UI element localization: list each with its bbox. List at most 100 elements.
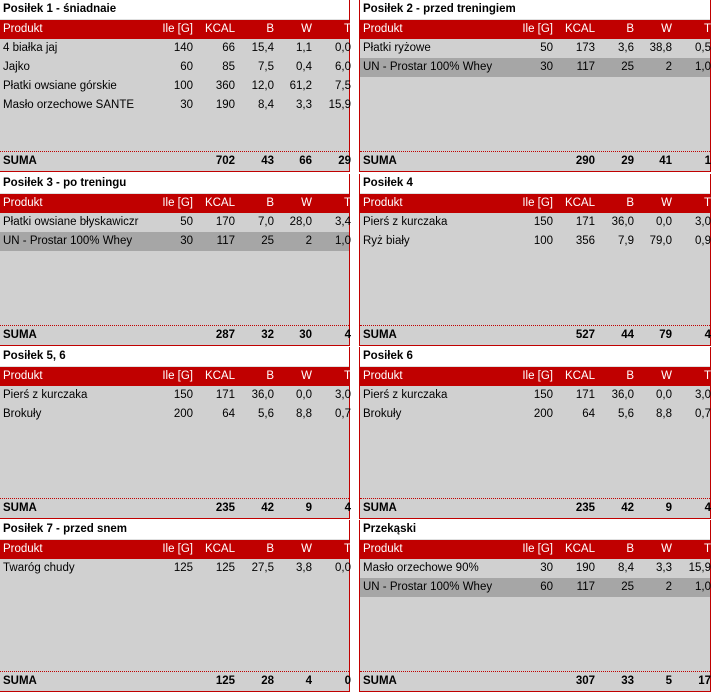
sum-kcal[interactable]: 290	[575, 155, 595, 167]
t-cell[interactable]: 15,9	[688, 562, 711, 574]
t-cell[interactable]: 6,0	[335, 61, 351, 73]
kcal-cell[interactable]: 170	[215, 216, 235, 228]
sum-ile-cell[interactable]	[517, 326, 553, 345]
sum-t[interactable]: 29	[338, 155, 351, 167]
b-cell[interactable]: 36,0	[251, 389, 274, 401]
table-row[interactable]: Brokuły 200 64 5,6 8,8 0,7	[360, 405, 711, 424]
header-kcal[interactable]: KCAL	[204, 197, 235, 209]
sum-t[interactable]: 4	[704, 329, 711, 341]
b-cell[interactable]: 15,4	[251, 42, 274, 54]
sum-b[interactable]: 42	[261, 502, 274, 514]
header-w[interactable]: W	[301, 197, 312, 209]
header-w[interactable]: W	[661, 370, 672, 382]
sum-kcal[interactable]: 307	[575, 675, 595, 687]
sum-b[interactable]: 42	[621, 502, 634, 514]
header-ile[interactable]: Ile [G]	[522, 543, 553, 555]
product-name[interactable]: UN - Prostar 100% Whey	[363, 581, 493, 593]
sum-w[interactable]: 30	[299, 329, 312, 341]
header-product[interactable]: Produkt	[363, 23, 403, 35]
w-cell[interactable]: 3,3	[296, 99, 312, 111]
meal-title[interactable]: Posiłek 1 - śniadnaie	[0, 0, 349, 20]
ile-cell[interactable]: 125	[173, 562, 193, 574]
ile-cell[interactable]: 150	[173, 389, 193, 401]
w-cell[interactable]: 2	[665, 61, 672, 73]
header-kcal[interactable]: KCAL	[204, 23, 235, 35]
product-name[interactable]: Płatki owsiane błyskawiczr	[3, 216, 139, 228]
header-t[interactable]: T	[703, 23, 711, 35]
b-cell[interactable]: 8,4	[258, 99, 274, 111]
w-cell[interactable]: 3,8	[296, 562, 312, 574]
t-cell[interactable]: 1,0	[695, 581, 711, 593]
sum-ile-cell[interactable]	[157, 326, 193, 345]
kcal-cell[interactable]: 173	[575, 42, 595, 54]
b-cell[interactable]: 36,0	[611, 389, 634, 401]
table-row[interactable]: Jajko 60 85 7,5 0,4 6,0	[0, 58, 351, 77]
product-name[interactable]: Twaróg chudy	[3, 562, 75, 574]
product-name[interactable]: Jajko	[3, 61, 30, 73]
sum-w[interactable]: 4	[305, 675, 312, 687]
header-b[interactable]: B	[626, 370, 634, 382]
t-cell[interactable]: 3,0	[695, 216, 711, 228]
table-row[interactable]: Płatki owsiane błyskawiczr 50 170 7,0 28…	[0, 213, 351, 232]
w-cell[interactable]: 1,1	[296, 42, 312, 54]
t-cell[interactable]: 0,0	[335, 562, 351, 574]
product-name[interactable]: Masło orzechowe 90%	[363, 562, 479, 574]
table-row[interactable]: Pierś z kurczaka 150 171 36,0 0,0 3,0	[0, 386, 351, 405]
header-kcal[interactable]: KCAL	[204, 543, 235, 555]
sum-label[interactable]: SUMA	[363, 155, 397, 167]
kcal-cell[interactable]: 64	[582, 408, 595, 420]
ile-cell[interactable]: 100	[173, 80, 193, 92]
kcal-cell[interactable]: 117	[216, 235, 235, 247]
header-kcal[interactable]: KCAL	[564, 370, 595, 382]
t-cell[interactable]: 15,9	[328, 99, 351, 111]
t-cell[interactable]: 0,5	[695, 42, 711, 54]
meal-title[interactable]: Posiłek 4	[360, 174, 710, 194]
sum-label[interactable]: SUMA	[363, 675, 397, 687]
t-cell[interactable]: 0,9	[695, 235, 711, 247]
ile-cell[interactable]: 30	[180, 235, 193, 247]
kcal-cell[interactable]: 125	[215, 562, 235, 574]
header-b[interactable]: B	[266, 543, 274, 555]
product-name[interactable]: Brokuły	[3, 408, 42, 420]
w-cell[interactable]: 0,0	[296, 389, 312, 401]
header-ile[interactable]: Ile [G]	[522, 197, 553, 209]
kcal-cell[interactable]: 171	[575, 216, 595, 228]
ile-cell[interactable]: 30	[180, 99, 193, 111]
header-product[interactable]: Produkt	[3, 197, 43, 209]
sum-kcal[interactable]: 702	[215, 155, 235, 167]
b-cell[interactable]: 8,4	[618, 562, 634, 574]
header-product[interactable]: Produkt	[3, 370, 43, 382]
header-kcal[interactable]: KCAL	[564, 197, 595, 209]
table-row[interactable]: Pierś z kurczaka 150 171 36,0 0,0 3,0	[360, 213, 711, 232]
sum-ile-cell[interactable]	[157, 152, 193, 171]
product-name[interactable]: 4 białka jaj	[3, 42, 58, 54]
sum-t[interactable]: 4	[344, 502, 351, 514]
ile-cell[interactable]: 50	[180, 216, 193, 228]
sum-w[interactable]: 66	[299, 155, 312, 167]
table-row[interactable]: Płatki ryżowe 50 173 3,6 38,8 0,5	[360, 39, 711, 58]
header-b[interactable]: B	[626, 197, 634, 209]
meal-title[interactable]: Posiłek 3 - po treningu	[0, 174, 349, 194]
ile-cell[interactable]: 50	[540, 42, 553, 54]
sum-b[interactable]: 28	[261, 675, 274, 687]
header-ile[interactable]: Ile [G]	[522, 370, 553, 382]
sum-t[interactable]: 1	[704, 155, 711, 167]
t-cell[interactable]: 0,7	[695, 408, 711, 420]
sum-label[interactable]: SUMA	[3, 502, 37, 514]
header-t[interactable]: T	[343, 543, 351, 555]
product-name[interactable]: Pierś z kurczaka	[3, 389, 88, 401]
kcal-cell[interactable]: 66	[222, 42, 235, 54]
header-t[interactable]: T	[703, 370, 711, 382]
b-cell[interactable]: 12,0	[251, 80, 274, 92]
sum-ile-cell[interactable]	[157, 499, 193, 518]
b-cell[interactable]: 7,0	[258, 216, 274, 228]
w-cell[interactable]: 61,2	[289, 80, 312, 92]
sum-kcal[interactable]: 527	[575, 329, 595, 341]
header-w[interactable]: W	[301, 370, 312, 382]
sum-b[interactable]: 32	[261, 329, 274, 341]
header-kcal[interactable]: KCAL	[564, 543, 595, 555]
b-cell[interactable]: 36,0	[611, 216, 634, 228]
b-cell[interactable]: 7,9	[618, 235, 634, 247]
b-cell[interactable]: 27,5	[251, 562, 274, 574]
header-ile[interactable]: Ile [G]	[162, 23, 193, 35]
